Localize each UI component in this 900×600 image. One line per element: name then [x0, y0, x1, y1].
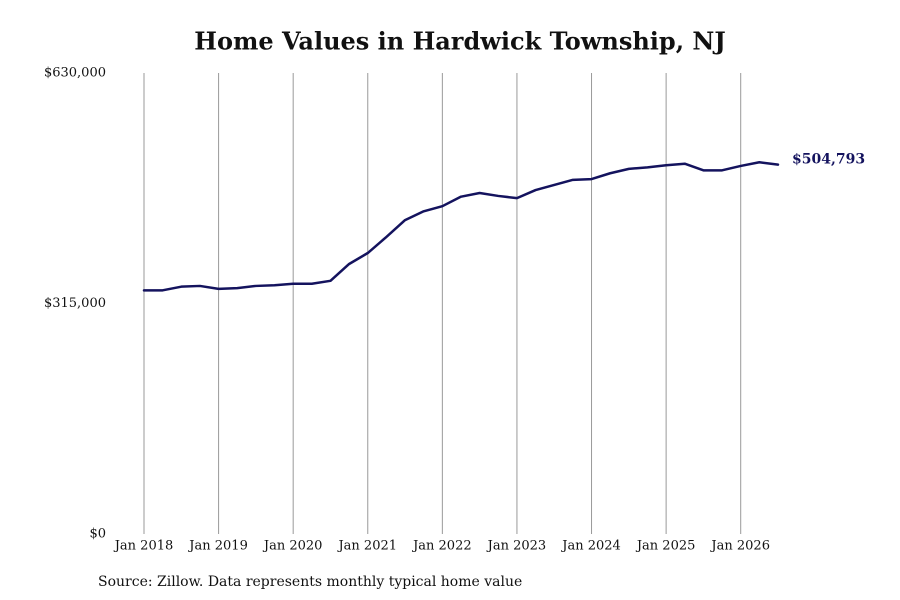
x-tick-label: Jan 2024: [560, 539, 621, 554]
chart-title: Home Values in Hardwick Township, NJ: [194, 27, 725, 56]
value-label: $504,793: [792, 152, 865, 168]
x-tick-label: Jan 2025: [635, 539, 696, 554]
x-tick-label: Jan 2026: [709, 539, 770, 554]
x-tick-label: Jan 2021: [336, 539, 397, 554]
x-tick-label: Jan 2023: [486, 539, 547, 554]
x-tick-label: Jan 2022: [411, 539, 472, 554]
source-note: Source: Zillow. Data represents monthly …: [98, 574, 522, 590]
y-tick-label: $315,000: [44, 296, 106, 311]
y-tick-label: $0: [89, 527, 106, 542]
x-tick-label: Jan 2019: [187, 539, 248, 554]
y-tick-label: $630,000: [44, 66, 106, 81]
data-line: [142, 161, 780, 292]
x-tick-label: Jan 2018: [113, 539, 174, 554]
x-tick-label: Jan 2020: [262, 539, 323, 554]
